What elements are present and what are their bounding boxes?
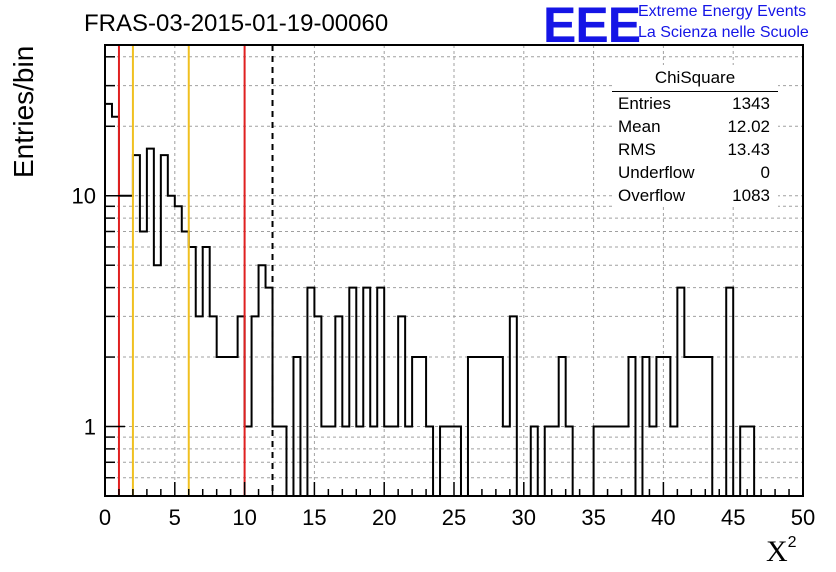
- stats-value: 0: [760, 163, 770, 182]
- x-tick-label: 45: [721, 505, 745, 530]
- x-axis-label: X2: [766, 534, 797, 568]
- logo-line-1: Extreme Energy Events: [638, 3, 807, 20]
- stats-row-entries: Entries 1343: [612, 92, 778, 115]
- stats-label: Entries: [618, 94, 671, 113]
- x-tick-label: 30: [512, 505, 536, 530]
- stats-row-underflow: Underflow 0: [612, 161, 778, 184]
- histogram-series: [105, 102, 769, 497]
- y-tick-label: 1: [84, 415, 96, 440]
- stats-label: Underflow: [618, 163, 695, 182]
- x-tick-label: 20: [372, 505, 396, 530]
- stats-value: 12.02: [727, 117, 770, 136]
- x-tick-label: 50: [791, 505, 815, 530]
- plot-title: FRAS-03-2015-01-19-00060: [84, 10, 389, 37]
- stats-label: Mean: [618, 117, 661, 136]
- x-tick-label: 35: [581, 505, 605, 530]
- eee-logo: EEE: [543, 0, 641, 53]
- stats-value: 1343: [732, 94, 770, 113]
- stats-title: ChiSquare: [612, 65, 778, 92]
- x-tick-label: 10: [232, 505, 256, 530]
- stats-row-mean: Mean 12.02: [612, 115, 778, 138]
- stats-label: RMS: [618, 140, 656, 159]
- stats-value: 1083: [732, 186, 770, 205]
- stats-value: 13.43: [727, 140, 770, 159]
- x-tick-label: 15: [302, 505, 326, 530]
- stats-row-overflow: Overflow 1083: [612, 184, 778, 207]
- x-tick-label: 0: [99, 505, 111, 530]
- y-axis-label: Entries/bin: [8, 45, 39, 178]
- x-tick-label: 5: [169, 505, 181, 530]
- x-axis-label-exponent: 2: [787, 534, 797, 551]
- y-tick-label: 10: [72, 184, 96, 209]
- stats-label: Overflow: [618, 186, 686, 205]
- stats-box: ChiSquare Entries 1343 Mean 12.02 RMS 13…: [612, 65, 778, 207]
- x-tick-label: 40: [651, 505, 675, 530]
- logo-line-2: La Scienza nelle Scuole: [638, 24, 809, 41]
- x-tick-label: 25: [442, 505, 466, 530]
- stats-row-rms: RMS 13.43: [612, 138, 778, 161]
